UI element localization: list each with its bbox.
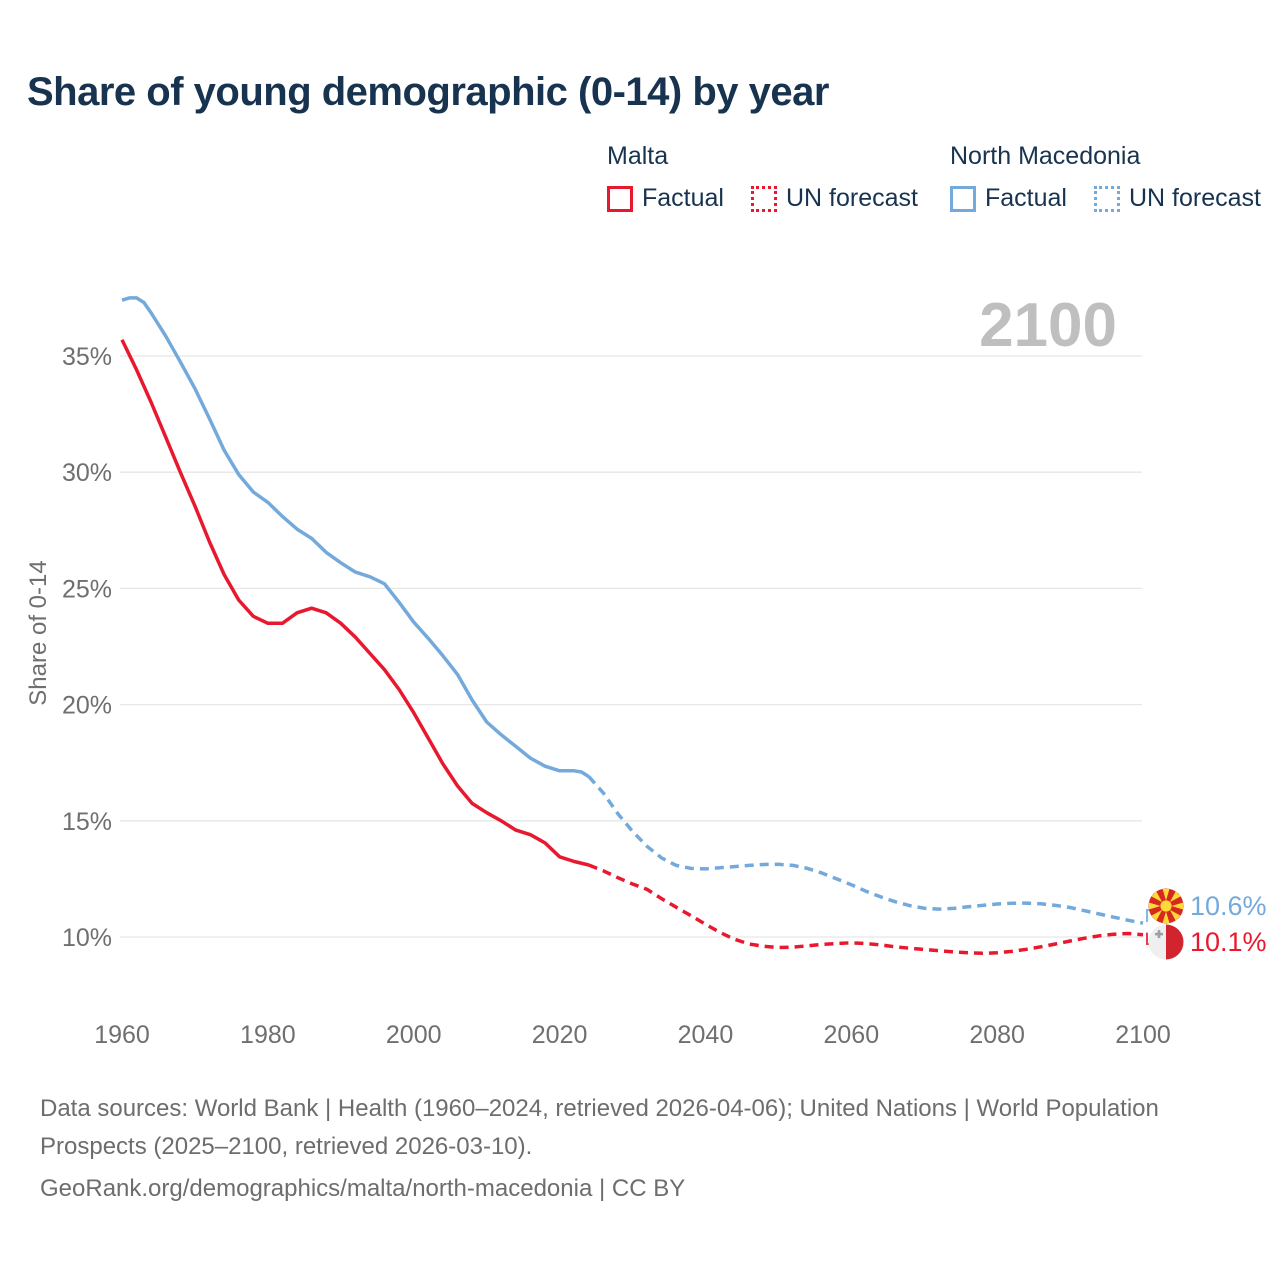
legend: Malta Factual UN forecast North Macedoni… [0,142,1280,222]
x-tick-label: 2080 [969,1021,1025,1049]
legend-country-label: North Macedonia [950,142,1141,170]
legend-item-nm-factual: Factual [950,184,1067,213]
y-tick-label: 20% [62,692,112,720]
malta-flag-icon [1148,924,1184,960]
chart-footer: Data sources: World Bank | Health (1960–… [40,1090,1165,1208]
malta-factual-swatch-icon [607,185,633,212]
x-tick-label: 2040 [678,1021,734,1049]
legend-item-label: UN forecast [1128,184,1261,212]
legend-item-label: Factual [985,184,1067,212]
north-macedonia-factual-line [121,296,590,779]
y-tick-label: 30% [62,459,112,487]
legend-group-north-macedonia: North Macedonia Factual UN forecast [950,142,1261,213]
legend-item-label: UN forecast [785,184,918,212]
y-tick-label: 25% [62,575,112,603]
page-title: Share of young demographic (0-14) by yea… [27,70,829,114]
north-macedonia-forecast-swatch-icon [1093,185,1120,212]
legend-item-label: Factual [642,184,724,212]
x-tick-label: 1980 [240,1021,296,1049]
north-macedonia-flag-icon [1148,888,1184,924]
watermark-year: 2100 [979,291,1117,360]
x-tick-label: 2100 [1115,1021,1171,1049]
x-tick-label: 2020 [532,1021,588,1049]
legend-item-malta-forecast: UN forecast [750,184,918,213]
legend-item-nm-forecast: UN forecast [1093,184,1261,213]
y-tick-label: 15% [62,808,112,836]
legend-group-malta: Malta Factual UN forecast [607,142,918,213]
data-sources-text: Data sources: World Bank | Health (1960–… [40,1095,1159,1160]
x-tick-label: 1960 [94,1021,150,1049]
x-tick-label: 2000 [386,1021,442,1049]
legend-item-malta-factual: Factual [607,184,724,213]
x-tick-label: 2060 [823,1021,879,1049]
north-macedonia-forecast-line [587,775,1144,925]
malta-forecast-swatch-icon [750,185,777,212]
y-tick-label: 35% [62,343,112,371]
north-macedonia-factual-swatch-icon [950,185,976,212]
malta-end-value: 10.1% [1190,927,1267,957]
attribution-text: GeoRank.org/demographics/malta/north-mac… [40,1175,686,1202]
y-tick-label: 10% [62,924,112,952]
y-axis-title: Share of 0-14 [25,560,52,705]
legend-country-label: Malta [607,142,669,170]
north-macedonia-end-value: 10.6% [1190,891,1267,921]
malta-factual-line [120,338,590,867]
malta-forecast-line [588,863,1144,956]
